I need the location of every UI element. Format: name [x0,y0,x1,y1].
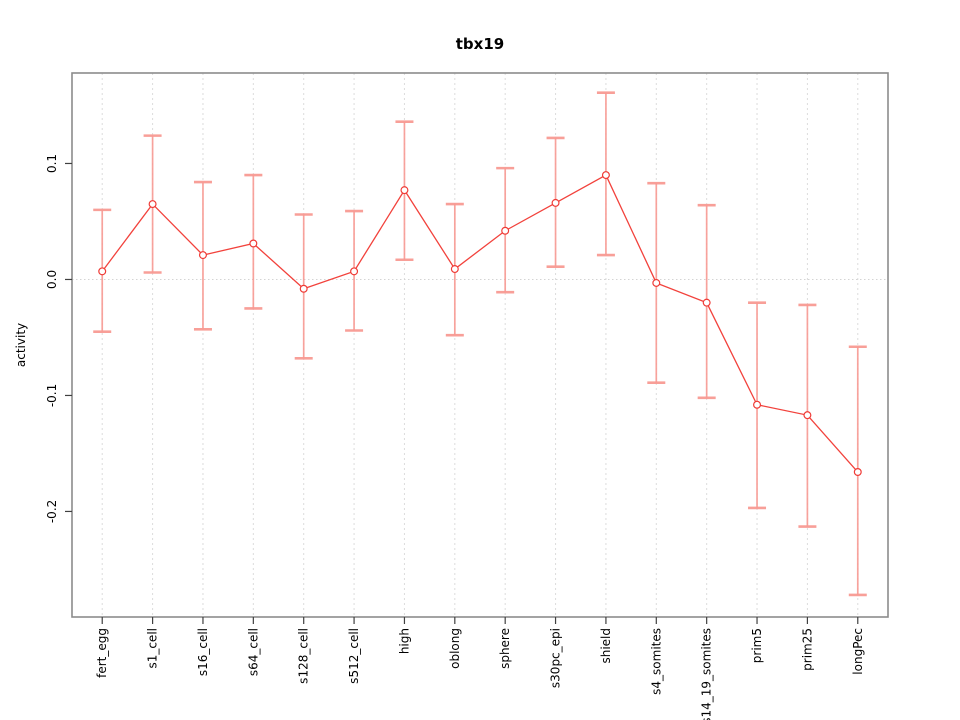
series-line [101,174,859,473]
data-point [450,265,459,274]
data-point [652,278,661,287]
x-tick-label: fert_egg [95,628,109,678]
data-point [98,267,107,276]
x-tick-label: sphere [498,628,512,669]
x-tick-label: s14_19_somites [700,628,714,720]
data-point [702,298,711,307]
x-tick-label: prim25 [800,628,814,671]
x-tick-label: s30pc_epi [549,628,563,688]
x-tick-label: s64_cell [246,628,260,676]
data-point [299,284,308,293]
data-point [400,186,409,195]
data-point [148,200,157,209]
data-point [853,468,862,477]
y-tick-label: -0.2 [45,500,59,523]
x-tick-label: shield [599,628,613,664]
data-point [803,411,812,420]
x-tick-label: s16_cell [196,628,210,676]
y-tick-label: 0.0 [45,270,59,289]
x-tick-label: oblong [448,628,462,669]
x-tick-label: s4_somites [649,628,663,695]
x-tick-label: prim5 [750,628,764,663]
data-point [501,226,510,235]
x-tick-label: longPec [851,628,865,675]
x-tick-label: high [397,628,411,654]
y-tick-label: -0.1 [45,384,59,407]
x-tick-label: s512_cell [347,628,361,684]
plot-border [71,72,889,618]
y-axis-label: activity [14,323,28,367]
data-point [249,239,258,248]
data-point [350,267,359,276]
data-point [753,400,762,409]
x-tick-label: s128_cell [297,628,311,684]
x-tick-label: s1_cell [146,628,160,669]
chart-title: tbx19 [456,35,504,53]
data-point [551,198,560,207]
y-tick-label: 0.1 [45,154,59,173]
data-point [198,251,207,260]
data-point [601,171,610,180]
